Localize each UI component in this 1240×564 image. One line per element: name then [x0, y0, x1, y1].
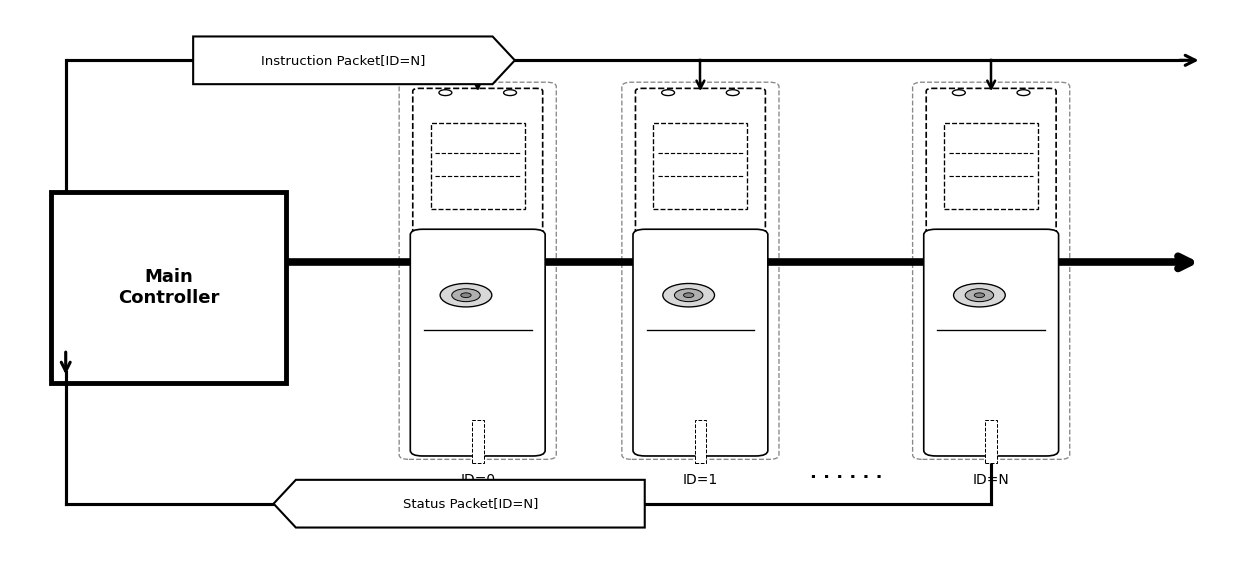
FancyBboxPatch shape	[430, 123, 525, 209]
Circle shape	[439, 90, 451, 95]
Text: ID=0: ID=0	[460, 473, 495, 487]
Text: Status Packet[ID=N]: Status Packet[ID=N]	[403, 497, 538, 510]
Text: Instruction Packet[ID=N]: Instruction Packet[ID=N]	[260, 54, 425, 67]
Circle shape	[663, 284, 714, 307]
Polygon shape	[274, 480, 645, 527]
Circle shape	[503, 90, 517, 95]
Circle shape	[975, 293, 985, 298]
FancyBboxPatch shape	[924, 229, 1059, 456]
FancyBboxPatch shape	[635, 89, 765, 237]
Circle shape	[965, 289, 993, 302]
Text: . . . . . .: . . . . . .	[810, 464, 882, 482]
Circle shape	[461, 293, 471, 298]
FancyBboxPatch shape	[944, 123, 1038, 209]
FancyBboxPatch shape	[926, 89, 1056, 237]
FancyBboxPatch shape	[653, 123, 748, 209]
Bar	[51, 192, 286, 383]
Polygon shape	[193, 37, 515, 84]
Bar	[986, 420, 997, 463]
Circle shape	[954, 284, 1006, 307]
Circle shape	[727, 90, 739, 95]
Circle shape	[662, 90, 675, 95]
FancyBboxPatch shape	[410, 229, 546, 456]
Circle shape	[675, 289, 703, 302]
Circle shape	[952, 90, 965, 95]
Bar	[694, 420, 707, 463]
Text: ID=1: ID=1	[683, 473, 718, 487]
FancyBboxPatch shape	[632, 229, 768, 456]
Text: ID=N: ID=N	[973, 473, 1009, 487]
Text: Main
Controller: Main Controller	[118, 268, 219, 307]
Circle shape	[1017, 90, 1030, 95]
Circle shape	[683, 293, 694, 298]
Circle shape	[451, 289, 480, 302]
Circle shape	[440, 284, 492, 307]
FancyBboxPatch shape	[413, 89, 543, 237]
Bar	[472, 420, 484, 463]
